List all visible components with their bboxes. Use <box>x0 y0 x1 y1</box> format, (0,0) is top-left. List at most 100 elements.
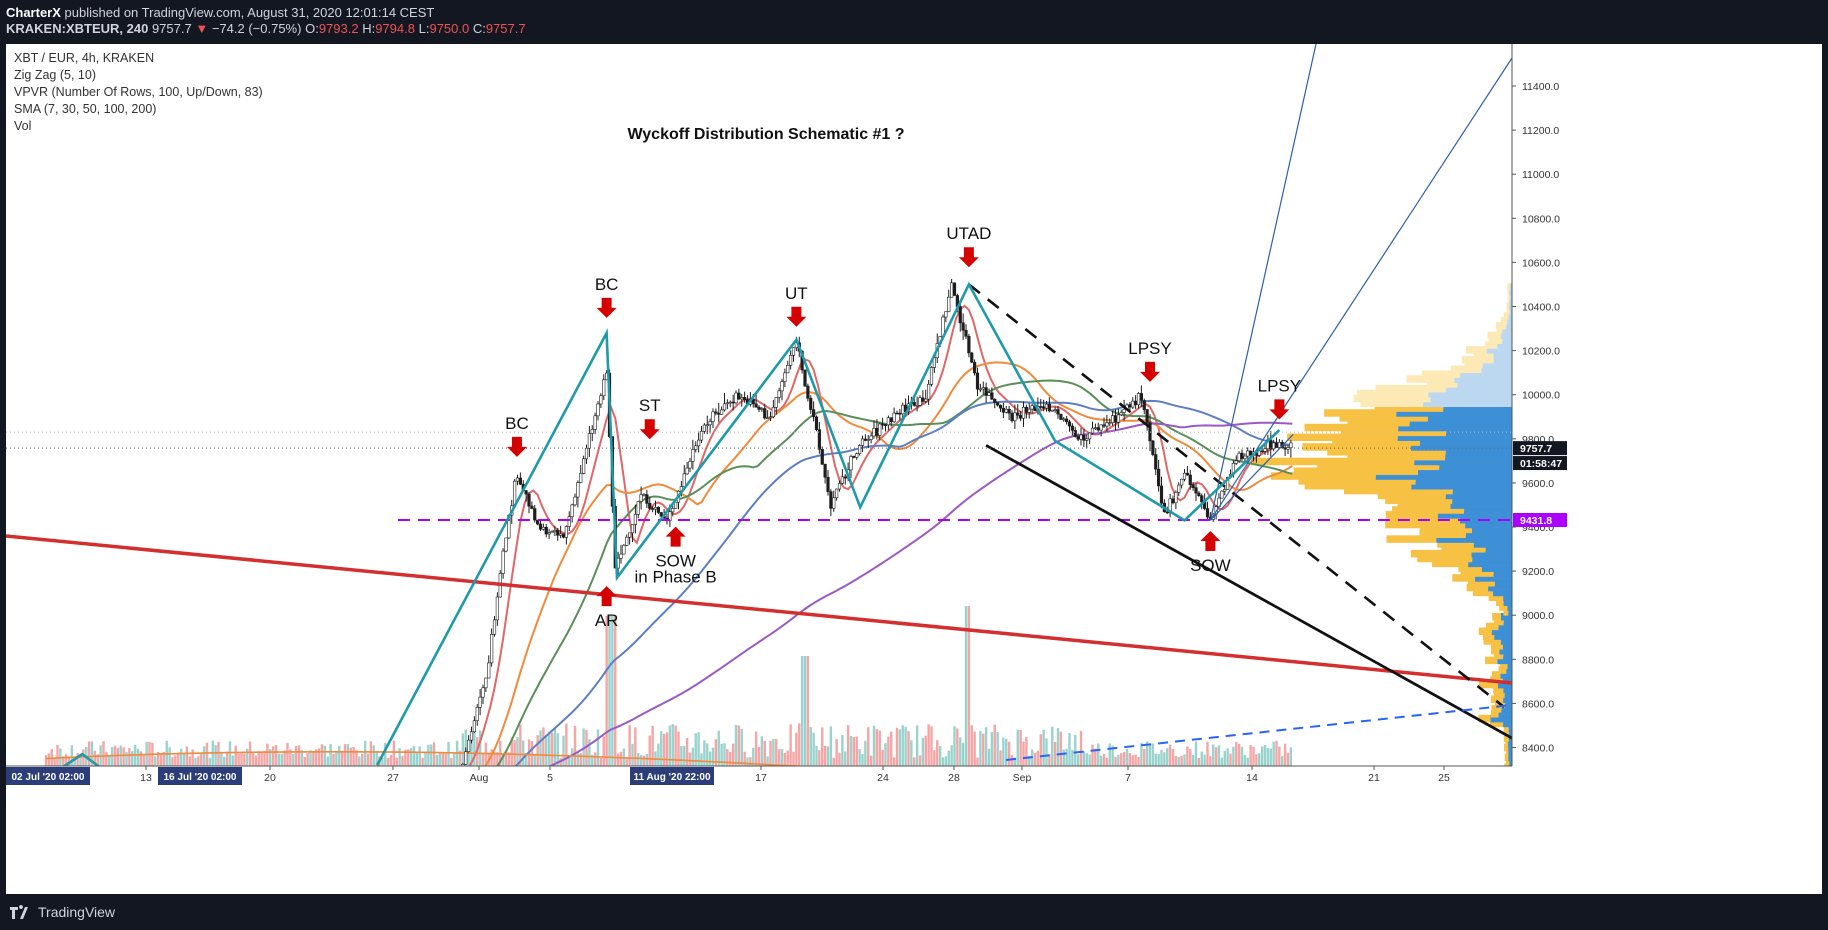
annotation-label: in Phase B <box>635 568 717 587</box>
volume-bar <box>990 732 994 766</box>
volume-bar <box>1157 754 1160 766</box>
volume-bar <box>815 745 818 766</box>
volume-bar <box>162 751 166 766</box>
volume-bar <box>346 744 350 766</box>
volume-bar <box>536 735 539 766</box>
y-tick-label: 10800.0 <box>1522 213 1560 225</box>
candle-body <box>1056 409 1060 415</box>
volume-bar <box>125 752 128 766</box>
candle-body <box>622 545 626 555</box>
candle-body <box>1122 409 1126 413</box>
candle-body <box>1142 400 1146 410</box>
volume-bar <box>228 741 232 766</box>
arrow-down-icon <box>786 306 807 327</box>
candle-body <box>1021 406 1026 419</box>
candle-body <box>1053 409 1057 411</box>
volume-bar <box>392 740 396 766</box>
volume-bar <box>1180 755 1183 766</box>
candle-body <box>1188 474 1192 486</box>
legend-vol[interactable]: Vol <box>14 119 32 133</box>
arrow-down-icon <box>596 297 617 318</box>
volume-bar <box>438 752 442 766</box>
vp-bar-down <box>1508 748 1512 757</box>
arrow-up-icon <box>596 586 617 607</box>
legend-vpvr[interactable]: VPVR (Number Of Rows, 100, Up/Down, 83) <box>14 85 263 99</box>
legend-sma[interactable]: SMA (7, 30, 50, 100, 200) <box>14 102 157 116</box>
volume-bar <box>326 756 329 766</box>
candle-body <box>1088 432 1092 440</box>
candle-body <box>809 397 813 410</box>
publisher-name[interactable]: CharterX <box>6 5 61 20</box>
fan-line-steep <box>1209 43 1317 521</box>
volume-bar <box>1191 754 1195 766</box>
candle-body <box>1013 412 1017 422</box>
vp-bar-up <box>1251 457 1415 466</box>
vp-bar-down <box>1468 559 1512 568</box>
vp-bar-up <box>1474 351 1494 359</box>
candle-body <box>593 415 597 430</box>
volume-bar <box>1091 744 1094 766</box>
candle-body <box>886 417 890 426</box>
fan-line-mid <box>1209 57 1513 521</box>
vp-bar-up <box>1493 651 1504 660</box>
close-value: 9757.7 <box>485 21 526 36</box>
candle-body <box>812 409 816 418</box>
vp-bar-up <box>1360 399 1424 408</box>
volume-bar <box>292 754 295 766</box>
vp-bar-down <box>1494 579 1512 587</box>
candle-body <box>973 361 977 374</box>
candle-body <box>481 687 485 698</box>
candle-body <box>754 403 758 408</box>
candle-body <box>1246 450 1250 457</box>
volume-bar <box>154 756 157 766</box>
volume-bar <box>631 743 634 766</box>
last-price-tag-bg <box>1513 441 1567 456</box>
vp-bar-down <box>1490 714 1512 723</box>
volume-bar <box>1166 748 1169 766</box>
candle-body <box>1180 478 1184 486</box>
candle-body <box>639 494 643 502</box>
vp-bar-down <box>1497 656 1512 665</box>
vp-bar-up <box>1491 671 1501 679</box>
vp-bar-down <box>1430 394 1512 403</box>
volume-bar <box>918 755 922 766</box>
legend-zigzag[interactable]: Zig Zag (5, 10) <box>14 68 96 82</box>
volume-bar <box>729 751 732 766</box>
volume-bar <box>915 725 919 766</box>
legend-title[interactable]: XBT / EUR, 4h, KRAKEN <box>14 51 155 65</box>
volume-bar <box>881 749 884 766</box>
tradingview-logo[interactable]: TradingView <box>10 904 115 920</box>
volume-bar <box>415 752 419 766</box>
volume-bar <box>427 744 430 766</box>
volume-bar <box>1102 753 1106 766</box>
volume-bar <box>717 730 720 766</box>
candle-body <box>1145 409 1149 423</box>
volume-bar <box>202 746 206 766</box>
vp-bar-up <box>1332 438 1420 446</box>
x-tick-label: 27 <box>387 772 399 784</box>
volume-bar <box>550 732 554 766</box>
volume-bar <box>1022 741 1025 766</box>
candle-body <box>889 417 893 423</box>
volume-bar <box>197 756 200 766</box>
volume-bar <box>1082 751 1086 766</box>
volume-bar <box>246 748 249 766</box>
vp-bar-down <box>1503 617 1512 626</box>
x-tick-label: 20 <box>264 772 276 784</box>
candle-body <box>1073 430 1077 437</box>
volume-bar <box>266 743 269 766</box>
volume-bar <box>714 739 718 766</box>
vp-bar-up <box>1327 448 1446 456</box>
volume-bar <box>257 752 260 766</box>
candle-body <box>1194 487 1198 494</box>
volume-bar <box>467 747 470 766</box>
candle-body <box>469 731 474 741</box>
vp-bar-down <box>1508 312 1512 320</box>
volume-bar <box>878 730 881 766</box>
candle-body <box>789 355 793 366</box>
vp-bar-up <box>1504 729 1509 737</box>
volume-bar <box>409 748 413 766</box>
chart-area[interactable]: BC BC ST UT UTAD LPSY LPSY SOW in Phase B AR SOW Wy… <box>5 43 1822 894</box>
vp-bar-up <box>1397 501 1451 509</box>
